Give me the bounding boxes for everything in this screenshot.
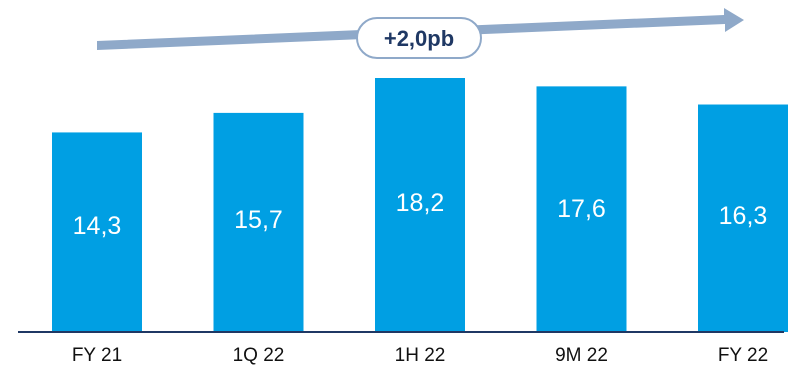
- category-label: 1Q 22: [233, 345, 285, 366]
- bar-value-label: 14,3: [73, 212, 122, 240]
- bar-1q-22: [213, 112, 304, 332]
- bar-value-label: 15,7: [234, 206, 283, 234]
- bar-value-label: 18,2: [396, 189, 445, 217]
- annotation-label: +2,0pb: [384, 26, 454, 51]
- annotation-pill: [356, 17, 482, 59]
- bar-9m-22: [536, 86, 627, 332]
- bar-fy-22: [698, 104, 788, 333]
- bar-1h-22: [375, 78, 465, 332]
- trend-annotation: +2,0pb: [97, 8, 744, 59]
- bars-layer: 14,3 15,7 18,2 17,6 16,3: [52, 78, 788, 333]
- category-label: FY 21: [72, 345, 122, 366]
- category-labels: FY 21 1Q 22 1H 22 9M 22 FY 22: [72, 345, 768, 366]
- category-label: 1H 22: [395, 345, 446, 366]
- category-label: 9M 22: [555, 345, 608, 366]
- bar-value-label: 17,6: [557, 195, 606, 223]
- bar-fy-21: [52, 132, 142, 332]
- bar-value-label: 16,3: [719, 202, 768, 230]
- category-label: FY 22: [718, 345, 768, 366]
